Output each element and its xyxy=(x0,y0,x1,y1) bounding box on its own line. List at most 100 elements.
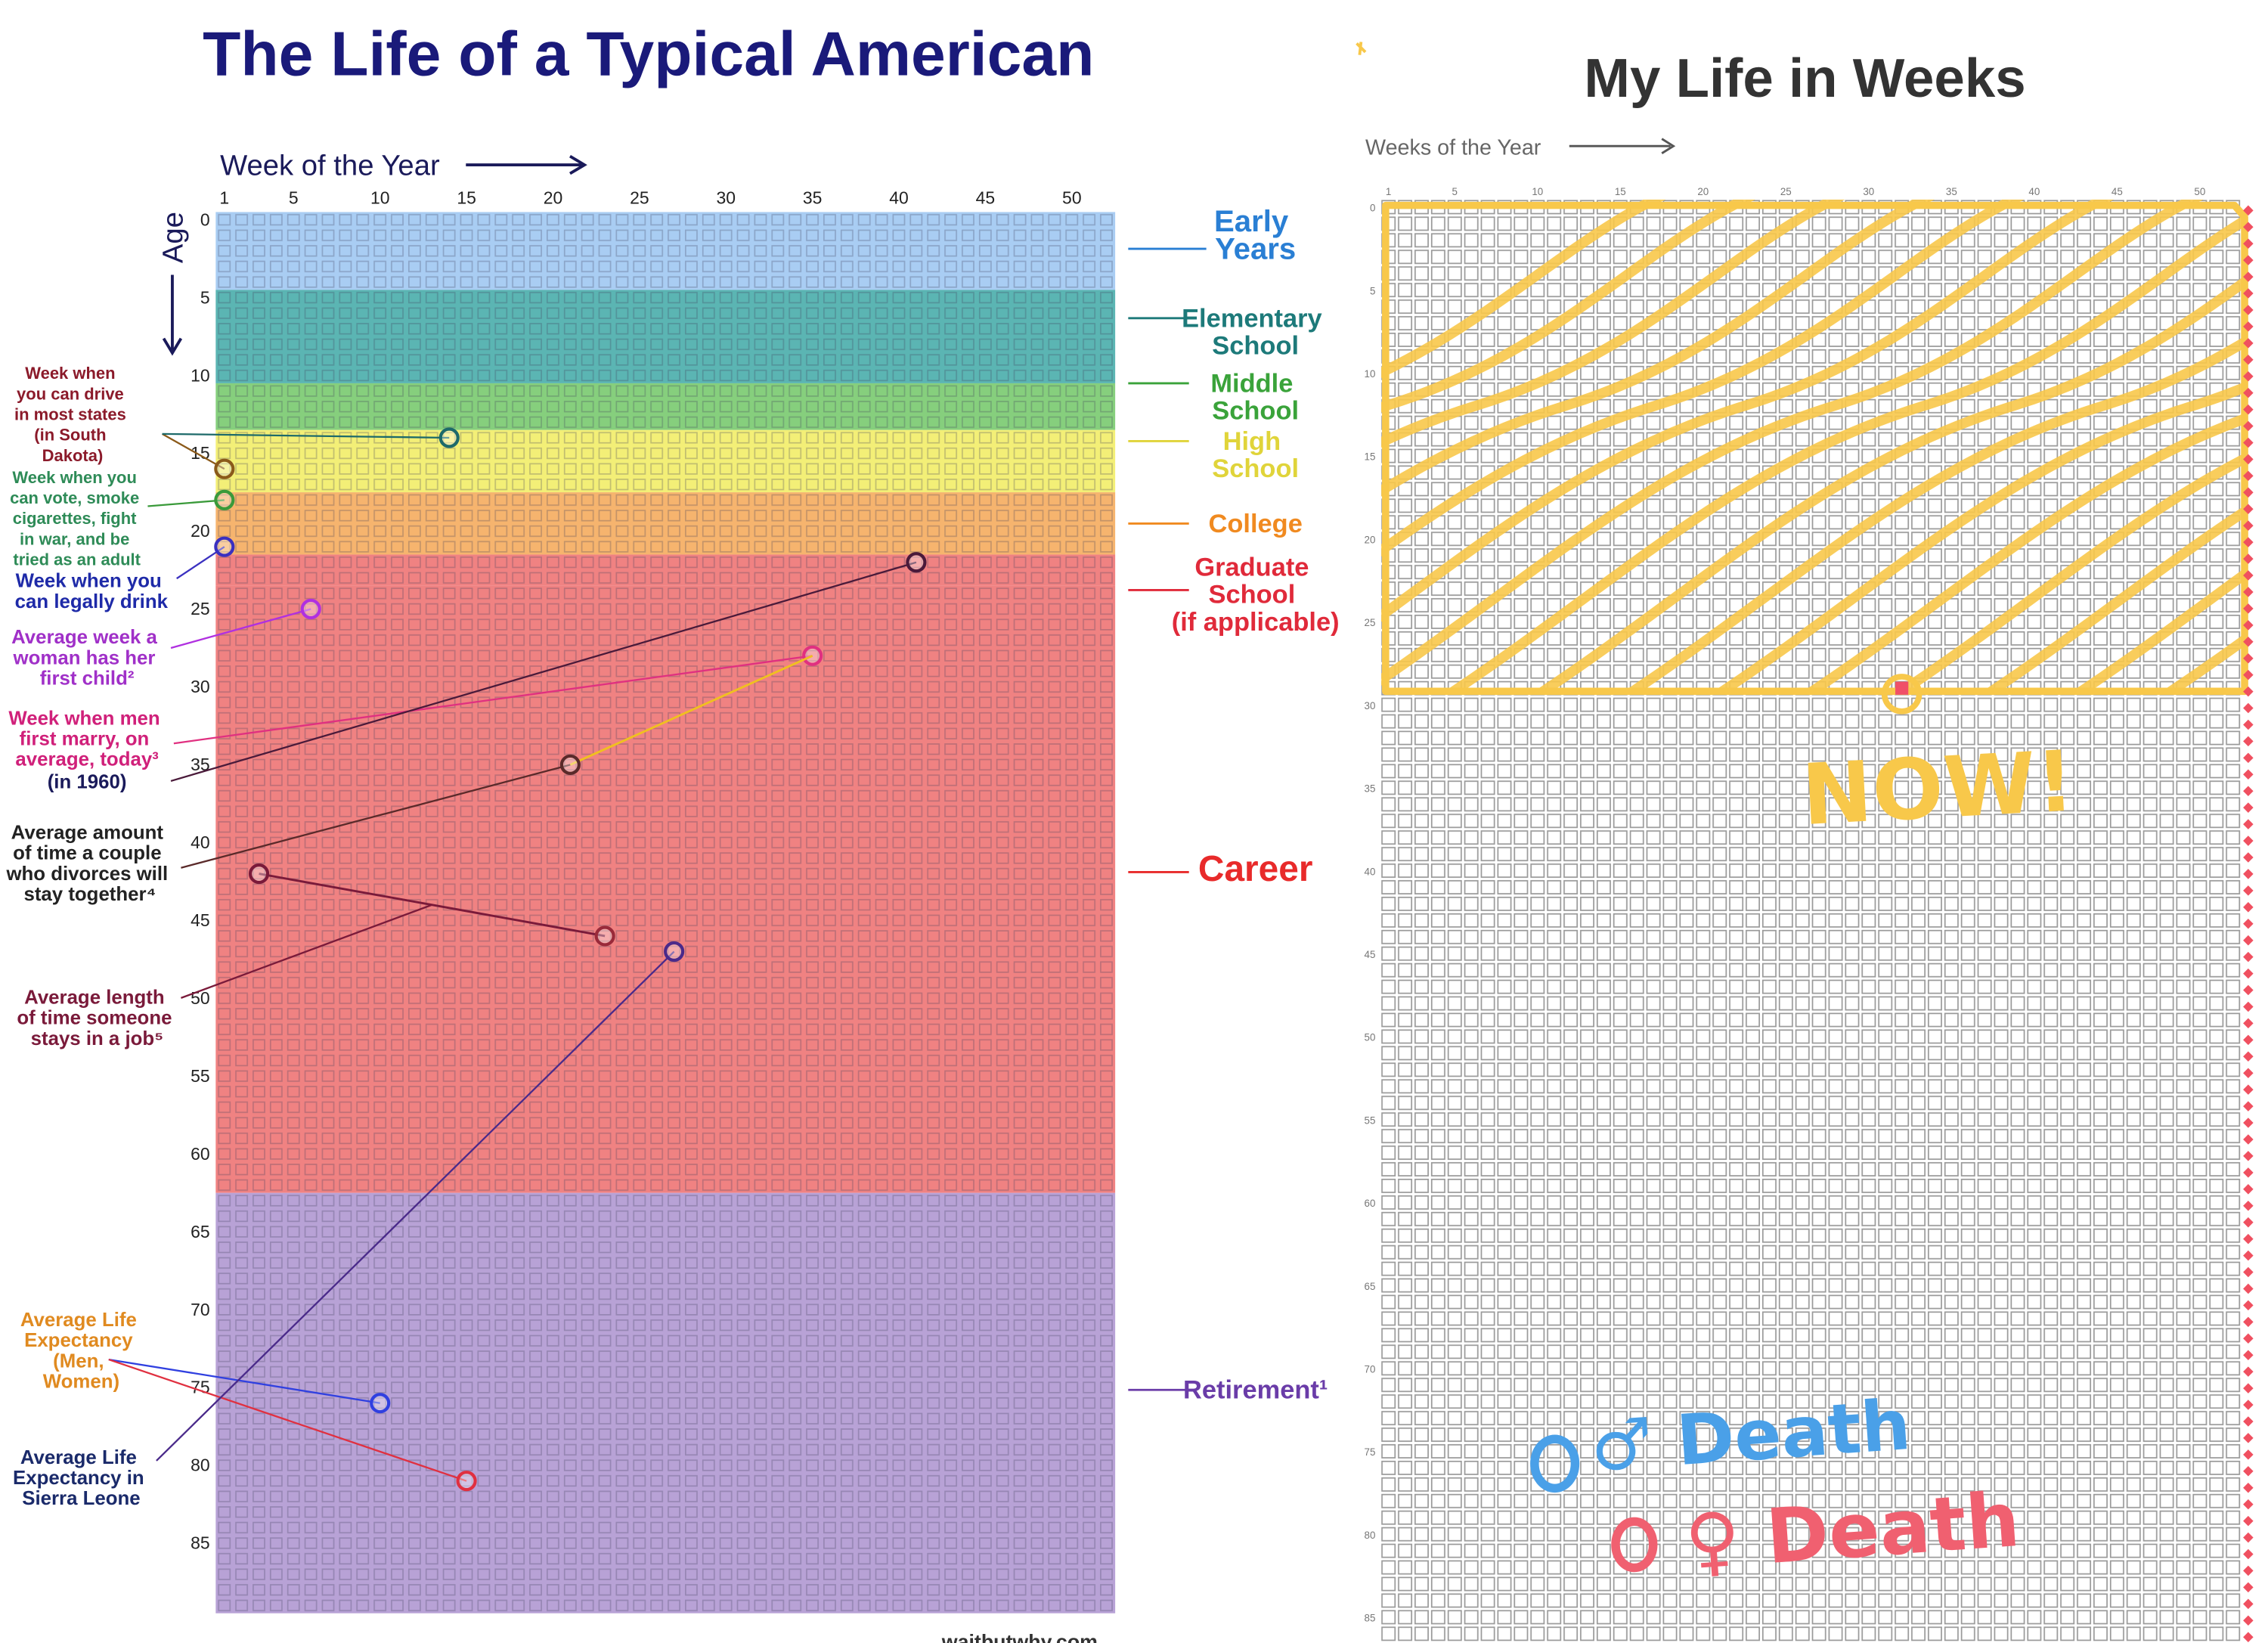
end-marker xyxy=(2243,1051,2254,1062)
annotation-point xyxy=(370,1393,391,1414)
end-marker xyxy=(2243,702,2254,714)
x-tick-label: 40 xyxy=(2028,186,2040,197)
annotation-point xyxy=(594,925,615,947)
x-tick-label: 35 xyxy=(803,188,823,208)
end-marker xyxy=(2243,918,2254,929)
leader-line xyxy=(173,655,813,745)
end-marker xyxy=(2243,1250,2254,1261)
leader-line xyxy=(108,1358,380,1404)
x-tick-label: 5 xyxy=(289,188,299,208)
end-marker xyxy=(2243,1333,2254,1344)
end-marker xyxy=(2243,1233,2254,1245)
stage-label: Elementary School xyxy=(1182,304,1329,360)
annotation-point xyxy=(664,941,685,963)
scribble-stroke xyxy=(1381,199,1845,448)
scribble-stroke xyxy=(1444,213,2246,695)
end-marker xyxy=(2243,1466,2254,1477)
end-marker xyxy=(2243,885,2254,896)
leader-line xyxy=(170,608,311,649)
y-tick-label: 60 xyxy=(191,1144,210,1164)
x-tick-label: 20 xyxy=(1697,186,1709,197)
scribble-stroke xyxy=(1713,381,2246,695)
y-tick-label: 45 xyxy=(1365,949,1376,960)
end-marker xyxy=(2243,1118,2254,1128)
scribble-stroke xyxy=(1892,452,2246,695)
axis-arrow-head xyxy=(162,337,183,356)
annotation-point xyxy=(214,489,235,510)
end-marker xyxy=(2243,1184,2254,1195)
x-tick-label: 25 xyxy=(630,188,649,208)
end-marker xyxy=(2243,1101,2254,1111)
end-marker xyxy=(2243,1151,2254,1161)
annotation-label: (in 1960) xyxy=(48,772,127,793)
leader-line xyxy=(170,561,917,783)
leader-line xyxy=(181,764,571,869)
y-axis-label: Age xyxy=(156,212,189,263)
end-marker xyxy=(2243,819,2254,829)
scribble-dot xyxy=(1356,42,1367,55)
end-marker xyxy=(2243,852,2254,863)
end-marker xyxy=(2243,1084,2254,1095)
y-tick-label: 30 xyxy=(191,677,210,696)
end-marker xyxy=(2243,786,2254,796)
x-axis-label: Weeks of the Year xyxy=(1365,136,1541,160)
x-axis-label: Week of the Year xyxy=(220,149,440,181)
end-marker xyxy=(2243,1632,2254,1642)
end-marker xyxy=(2243,951,2254,963)
annotation-span xyxy=(259,873,606,938)
y-tick-label: 5 xyxy=(200,287,210,307)
annotation-label: Week when men first marry, on average, t… xyxy=(8,708,166,770)
x-tick-label: 45 xyxy=(976,188,996,208)
y-tick-label: 35 xyxy=(1365,783,1376,795)
end-marker xyxy=(2243,1283,2254,1294)
end-marker xyxy=(2243,1615,2254,1626)
x-tick-label: 35 xyxy=(1946,186,1957,197)
death-circle xyxy=(1611,1517,1658,1573)
annotation-point xyxy=(456,1471,477,1492)
leader-line xyxy=(181,904,432,999)
x-tick-label: 45 xyxy=(2112,186,2123,197)
y-tick-label: 45 xyxy=(191,910,210,930)
annotation-label: Average amount of time a couple who divo… xyxy=(5,822,173,904)
y-tick-label: 65 xyxy=(1365,1281,1376,1292)
end-marker xyxy=(2243,968,2254,979)
y-tick-label: 0 xyxy=(200,209,210,229)
end-marker xyxy=(2243,1499,2254,1510)
annotation-point xyxy=(300,598,321,620)
x-tick-label: 30 xyxy=(1863,186,1874,197)
scribble-stroke xyxy=(1533,274,2246,695)
annotation-label: Average length of time someone stays in … xyxy=(17,987,177,1049)
y-tick-label: 10 xyxy=(191,365,210,385)
end-marker xyxy=(2243,1134,2254,1145)
left-panel: The Life of a Typical American Week of t… xyxy=(5,20,1339,1643)
axis-arrow-head xyxy=(1661,138,1676,154)
x-tick-label: 25 xyxy=(1780,186,1792,197)
y-tick-label: 65 xyxy=(191,1222,210,1242)
annotation-point xyxy=(559,754,581,776)
right-panel: My Life in Weeks Weeks of the Year 1 5 10 1… xyxy=(1356,42,2268,1643)
end-marker xyxy=(2243,752,2254,764)
end-marker xyxy=(2243,1068,2254,1078)
end-marker xyxy=(2243,1548,2254,1560)
scribble-stroke xyxy=(1381,199,2204,686)
stage-label: College xyxy=(1209,510,1303,538)
stage-label: High School xyxy=(1212,427,1299,483)
y-tick-label: 55 xyxy=(1365,1114,1376,1126)
x-tick-label: 15 xyxy=(1615,186,1626,197)
end-marker xyxy=(2243,736,2254,747)
end-marker xyxy=(2243,1482,2254,1493)
annotation-point xyxy=(438,427,460,448)
end-marker xyxy=(2243,1001,2254,1012)
scribble-stroke xyxy=(1623,335,2246,695)
end-marker xyxy=(2243,902,2254,913)
y-tick-label: 80 xyxy=(191,1455,210,1475)
y-tick-label: 85 xyxy=(1365,1613,1376,1624)
y-tick-label: 70 xyxy=(191,1300,210,1319)
scribble-stroke xyxy=(2256,174,2268,695)
y-tick-label: 50 xyxy=(1365,1032,1376,1043)
scribble-stroke xyxy=(1381,199,2025,557)
annotation-span xyxy=(569,654,813,766)
y-tick-label: 15 xyxy=(1365,451,1376,463)
end-marker xyxy=(2243,1300,2254,1311)
leader-line xyxy=(162,432,450,439)
